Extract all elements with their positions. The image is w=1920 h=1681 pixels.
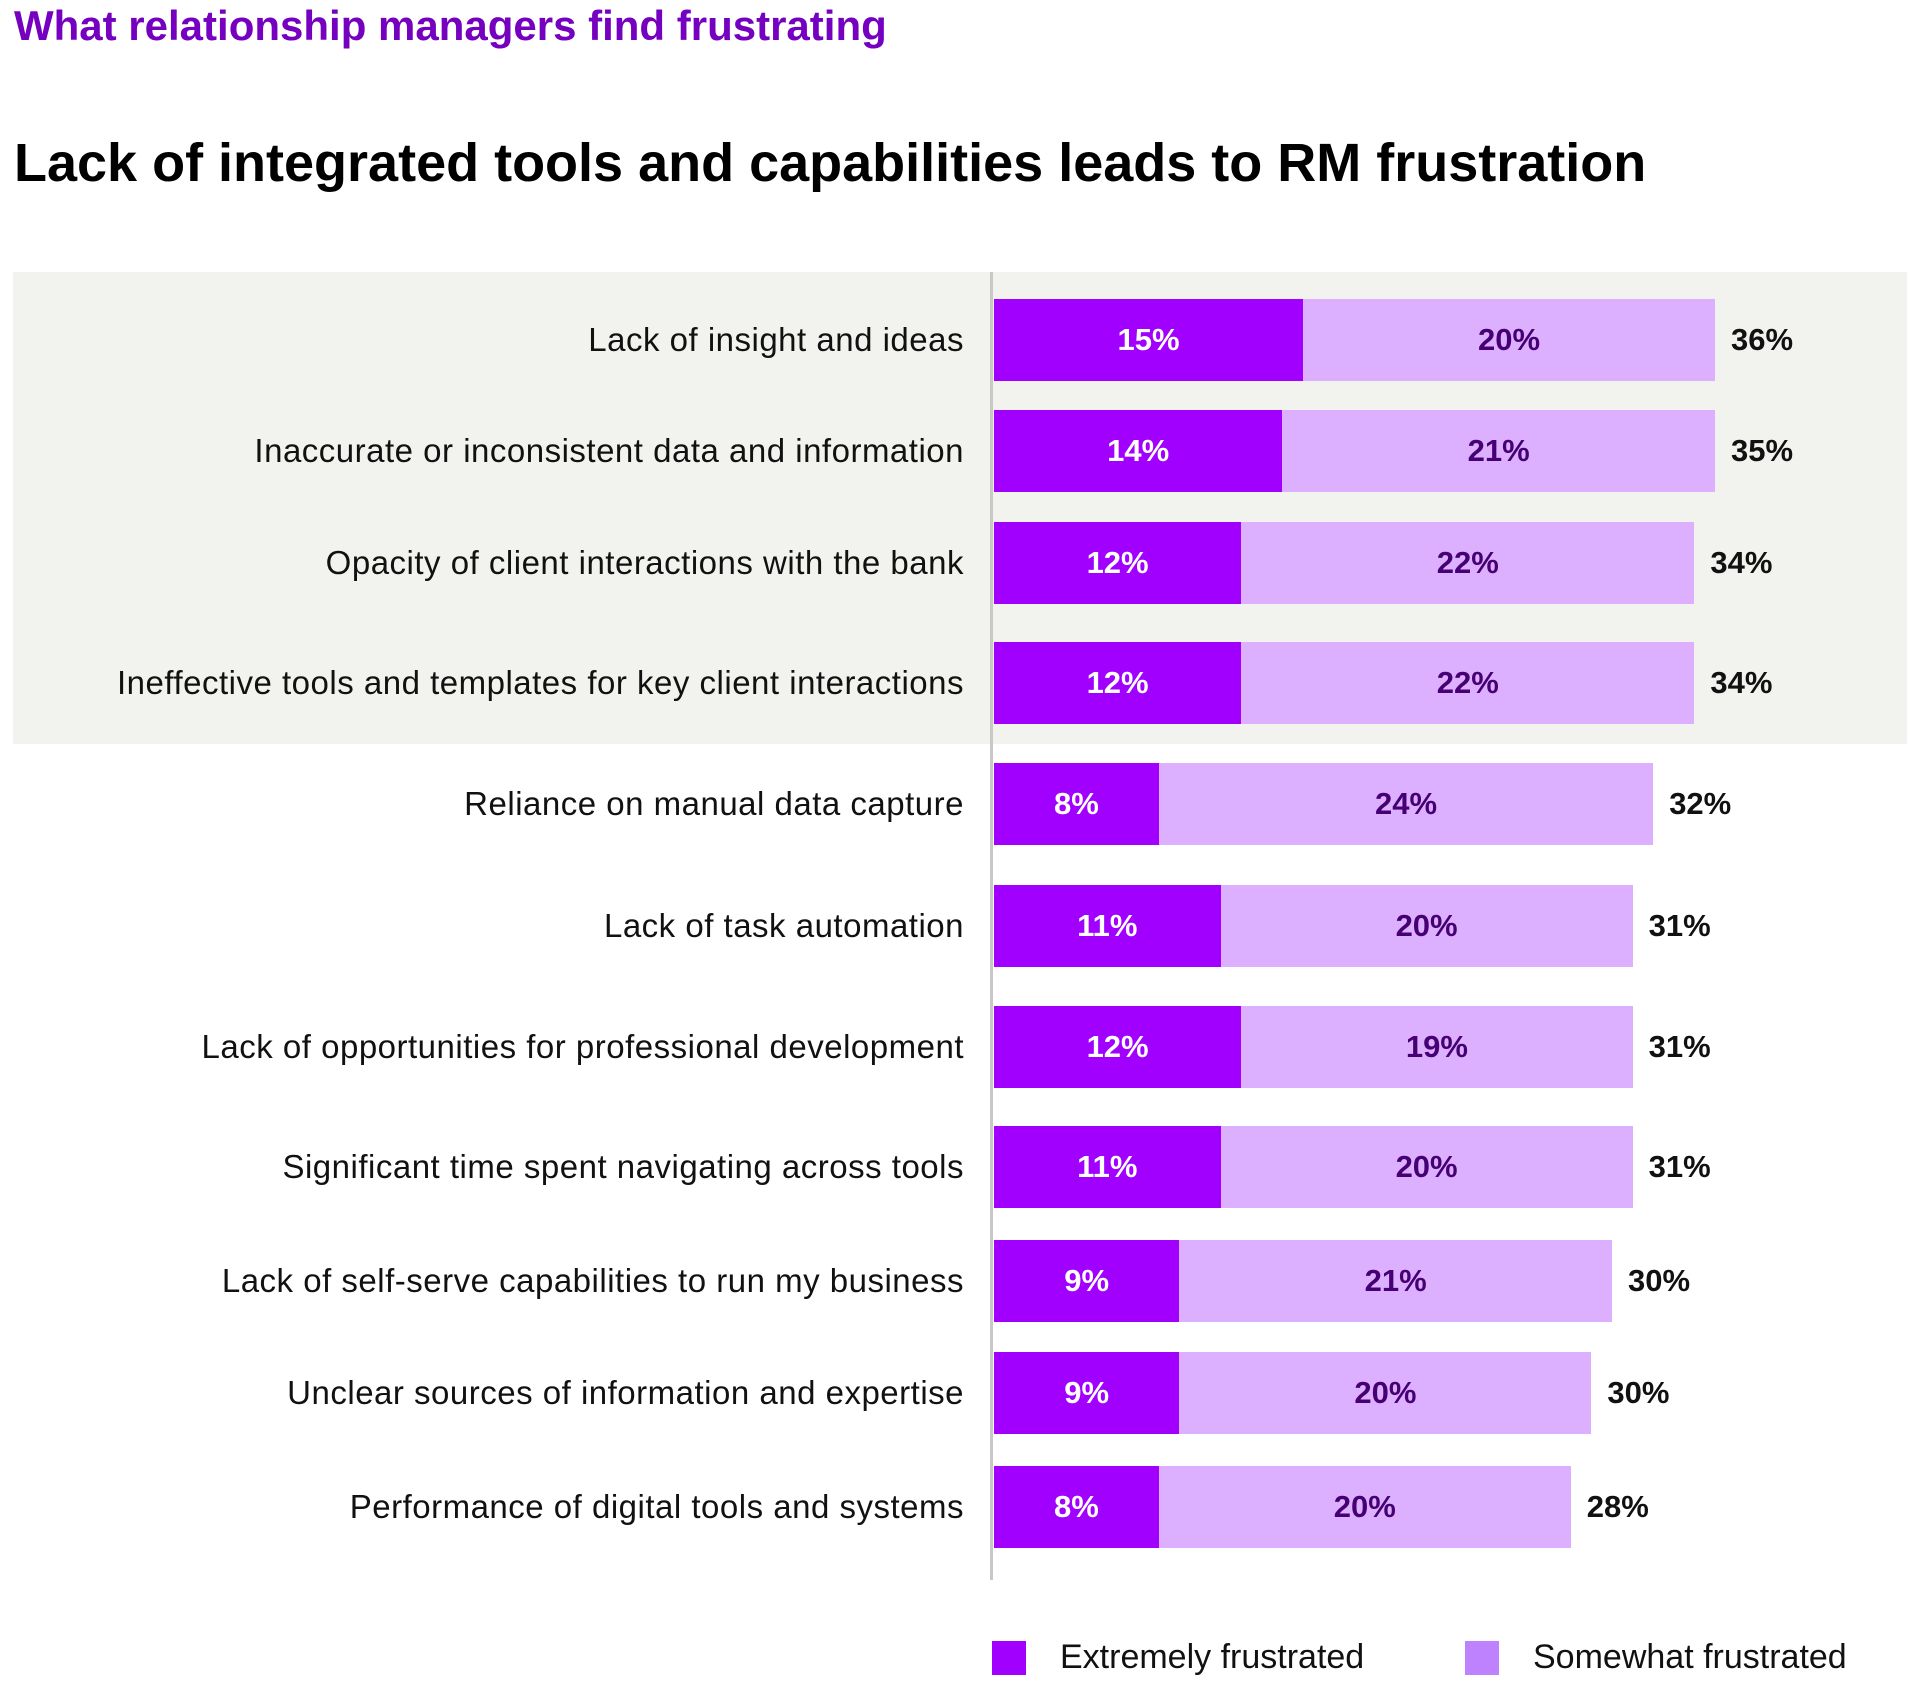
bar-extremely: 9% <box>994 1352 1180 1434</box>
category-label: Unclear sources of information and exper… <box>287 1374 964 1411</box>
kicker-title: What relationship managers find frustrat… <box>14 2 887 49</box>
category-label: Opacity of client interactions with the … <box>325 544 964 581</box>
total-label: 30% <box>1607 1375 1670 1410</box>
category-label: Lack of opportunities for professional d… <box>201 1028 964 1065</box>
category-label: Lack of insight and ideas <box>588 321 964 358</box>
total-label: 31% <box>1648 908 1711 943</box>
bar-somewhat: 21% <box>1179 1240 1612 1322</box>
category-label: Inaccurate or inconsistent data and info… <box>254 432 964 469</box>
legend-label-somewhat: Somewhat frustrated <box>1533 1638 1847 1676</box>
bar-extremely: 12% <box>994 1006 1242 1088</box>
bar-extremely: 11% <box>994 885 1221 967</box>
bar-extremely: 14% <box>994 410 1283 492</box>
category-label: Lack of self-serve capabilities to run m… <box>221 1262 964 1299</box>
bar-extremely: 15% <box>994 299 1303 381</box>
bar-somewhat: 20% <box>1220 1126 1633 1208</box>
bar-extremely: 12% <box>994 522 1242 604</box>
bar-extremely: 8% <box>994 763 1159 845</box>
category-label: Performance of digital tools and systems <box>349 1488 964 1525</box>
bar-somewhat: 22% <box>1241 522 1695 604</box>
total-label: 31% <box>1648 1149 1711 1184</box>
category-label: Lack of task automation <box>603 907 964 944</box>
bar-somewhat: 20% <box>1303 299 1715 381</box>
legend-swatch-somewhat <box>1465 1641 1499 1675</box>
total-label: 34% <box>1710 545 1773 580</box>
category-label: Ineffective tools and templates for key … <box>117 664 964 701</box>
bar-somewhat: 21% <box>1282 410 1715 492</box>
total-label: 28% <box>1586 1489 1649 1524</box>
category-label: Reliance on manual data capture <box>464 785 964 822</box>
total-label: 32% <box>1669 786 1732 821</box>
bar-extremely: 8% <box>994 1466 1159 1548</box>
legend-swatch-extremely <box>992 1641 1026 1675</box>
legend-label-extremely: Extremely frustrated <box>1060 1638 1365 1676</box>
total-label: 31% <box>1648 1029 1711 1064</box>
bar-somewhat: 20% <box>1158 1466 1571 1548</box>
category-axis-line <box>990 272 993 1580</box>
total-label: 36% <box>1731 322 1794 357</box>
chart-title: Lack of integrated tools and capabilitie… <box>14 133 1647 193</box>
bar-somewhat: 20% <box>1220 885 1633 967</box>
bar-somewhat: 24% <box>1158 763 1654 845</box>
bar-somewhat: 22% <box>1241 642 1695 724</box>
total-label: 30% <box>1628 1263 1691 1298</box>
bar-extremely: 9% <box>994 1240 1180 1322</box>
bar-extremely: 11% <box>994 1126 1221 1208</box>
bar-extremely: 12% <box>994 642 1242 724</box>
total-label: 35% <box>1731 433 1794 468</box>
bar-somewhat: 19% <box>1241 1006 1633 1088</box>
total-label: 34% <box>1710 665 1773 700</box>
bar-somewhat: 20% <box>1179 1352 1592 1434</box>
category-label: Significant time spent navigating across… <box>282 1148 964 1185</box>
